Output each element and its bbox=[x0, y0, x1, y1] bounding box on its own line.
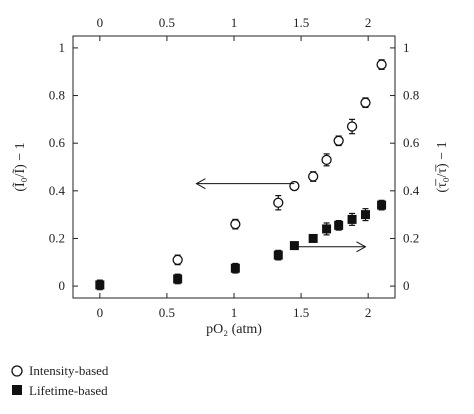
x-tick-label-top: 1 bbox=[231, 15, 238, 30]
legend-marker-lifetime bbox=[12, 385, 22, 395]
data-point-lifetime bbox=[273, 250, 283, 260]
y-tick-label-left: 0 bbox=[59, 278, 66, 293]
x-tick-label-bottom: 0 bbox=[97, 305, 104, 320]
y-tick-label-right: 0 bbox=[403, 278, 410, 293]
y-axis-label-right: (τ̅₀/τ̅) − 1 bbox=[435, 141, 450, 192]
arrow-head bbox=[195, 178, 206, 190]
arrows-group bbox=[195, 178, 367, 253]
y-tick-label-left: 0.2 bbox=[49, 230, 65, 245]
y-tick-label-left: 0.4 bbox=[49, 183, 66, 198]
data-point-intensity bbox=[308, 171, 319, 182]
x-tick-label-top: 1.5 bbox=[293, 15, 309, 30]
y-tick-label-right: 0.6 bbox=[403, 135, 420, 150]
data-point-intensity bbox=[346, 121, 358, 132]
legend: Intensity-based Lifetime-based bbox=[11, 363, 109, 398]
data-point-lifetime bbox=[360, 210, 370, 220]
x-tick-label-top: 2 bbox=[365, 15, 372, 30]
x-tick-label-bottom: 0.5 bbox=[159, 305, 175, 320]
y-axis-label-left: (Ĩ₀/Ĩ) − 1 bbox=[12, 142, 28, 191]
y-tick-label-right: 1 bbox=[403, 40, 410, 55]
data-point-lifetime bbox=[230, 263, 240, 273]
x-tick-label-bottom: 1.5 bbox=[293, 305, 309, 320]
legend-label-lifetime: Lifetime-based bbox=[29, 383, 108, 398]
arrow-head bbox=[356, 241, 367, 253]
data-point-intensity bbox=[230, 219, 241, 230]
x-tick-label-bottom: 2 bbox=[365, 305, 372, 320]
data-point-intensity bbox=[333, 135, 344, 146]
plot-frame bbox=[72, 35, 396, 299]
marks-group bbox=[95, 59, 387, 291]
y-tick-label-right: 0.8 bbox=[403, 88, 419, 103]
legend-marker-intensity bbox=[11, 365, 23, 377]
ticks-group: 0 0 0.5 0.5 1 1 1.5 1.5 2 2 0 0 0.2 0.2 0.4 0.4 0.6 0.6 0.… bbox=[49, 15, 420, 320]
data-point-intensity bbox=[273, 197, 284, 208]
y-tick-label-left: 0.6 bbox=[49, 135, 66, 150]
data-point-lifetime bbox=[377, 200, 387, 210]
data-point-lifetime bbox=[322, 224, 332, 234]
data-point-lifetime bbox=[95, 280, 105, 290]
x-tick-label-top: 0 bbox=[97, 15, 104, 30]
x-tick-label-bottom: 1 bbox=[231, 305, 238, 320]
x-tick-label-top: 0.5 bbox=[159, 15, 175, 30]
data-point-lifetime bbox=[173, 274, 183, 284]
y-tick-label-right: 0.4 bbox=[403, 183, 420, 198]
data-point-intensity bbox=[360, 97, 371, 108]
data-point-intensity bbox=[321, 154, 332, 166]
data-point-intensity bbox=[172, 254, 183, 266]
data-point-lifetime bbox=[289, 241, 299, 251]
y-tick-label-left: 0.8 bbox=[49, 88, 65, 103]
y-tick-label-left: 1 bbox=[59, 40, 66, 55]
y-tick-label-right: 0.2 bbox=[403, 230, 419, 245]
data-point-lifetime bbox=[334, 220, 344, 230]
data-point-intensity bbox=[376, 59, 387, 70]
x-axis-label: pO₂ (atm) bbox=[206, 322, 262, 337]
data-point-intensity bbox=[289, 180, 300, 192]
legend-label-intensity: Intensity-based bbox=[29, 363, 109, 378]
data-point-lifetime bbox=[308, 233, 318, 243]
data-point-lifetime bbox=[347, 214, 357, 224]
